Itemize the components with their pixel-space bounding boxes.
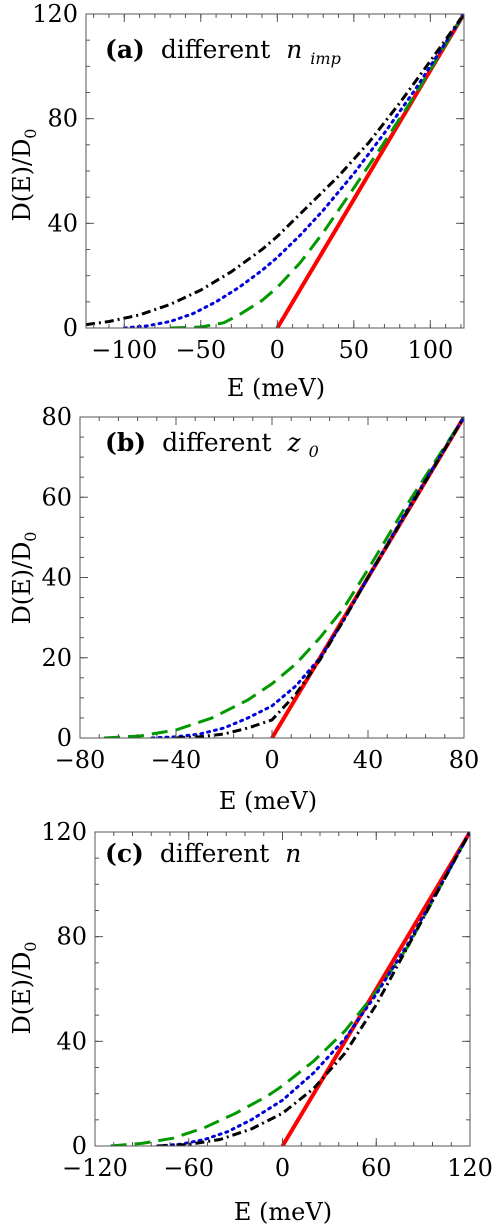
title-symbol: n: [286, 35, 302, 64]
x-tick-label: −40: [151, 746, 202, 774]
panel-title: (c) different n: [105, 839, 301, 868]
panel-label: (b): [105, 428, 146, 457]
series-line-dashdot: [86, 14, 464, 327]
y-tick-label: 60: [41, 483, 72, 511]
title-symbol: n: [285, 839, 301, 868]
series-line-dotted: [150, 417, 464, 738]
y-axis-label-main: D(E)/D: [8, 952, 36, 1035]
title-word: different: [160, 839, 269, 868]
y-axis-label-main: D(E)/D: [8, 542, 36, 625]
x-tick-label: 0: [275, 1154, 290, 1182]
x-tick-label: 80: [449, 746, 480, 774]
title-symbol-sub: imp: [310, 49, 341, 68]
x-axis-label: E (meV): [234, 1198, 332, 1226]
y-tick-label: 0: [57, 724, 72, 752]
title-word: different: [161, 35, 270, 64]
y-axis-label: D(E)/D0: [8, 941, 40, 1034]
x-tick-label: −120: [62, 1154, 128, 1182]
x-tick-label: 50: [339, 336, 370, 364]
series-line-dashed: [103, 417, 464, 738]
y-tick-label: 80: [56, 923, 87, 951]
x-tick-label: 120: [447, 1154, 493, 1182]
x-tick-label: 60: [361, 1154, 392, 1182]
x-tick-label: −60: [163, 1154, 214, 1182]
x-axis-label: E (meV): [227, 374, 325, 402]
title-symbol: z: [287, 428, 302, 457]
panel-a: (a) different n imp E (meV) D(E)/D0 −100…: [8, 0, 465, 402]
panel-c: (c) different n E (meV) D(E)/D0 −120 −60 0…: [8, 818, 493, 1226]
series-line-dotted: [156, 832, 470, 1146]
x-tick-label: 0: [270, 336, 285, 364]
x-tick-label: −50: [175, 336, 226, 364]
y-tick-label: 40: [56, 1027, 87, 1055]
panel-title: (b) different z 0: [105, 428, 319, 461]
y-axis-label: D(E)/D0: [8, 531, 40, 624]
x-tick-label: −80: [55, 746, 106, 774]
y-tick-label: 40: [41, 564, 72, 592]
panel-label: (a): [105, 35, 145, 64]
series-line-dashed: [170, 14, 464, 328]
y-tick-label: 120: [32, 0, 78, 28]
y-tick-label: 0: [72, 1132, 87, 1160]
x-axis-label: E (meV): [219, 787, 317, 815]
panel-title: (a) different n imp: [105, 35, 341, 68]
title-word: different: [162, 428, 271, 457]
x-tick-label: 100: [407, 336, 453, 364]
y-tick-label: 20: [41, 644, 72, 672]
series-line-dashdot: [157, 832, 470, 1146]
series-line-solid: [280, 832, 470, 1146]
y-tick-label: 40: [47, 209, 78, 237]
series-line-dashdot: [175, 417, 464, 738]
plot-frame: [79, 416, 465, 739]
panel-b: (b) different z 0 E (meV) D(E)/D0 −80 −40…: [8, 403, 479, 815]
series-line-dotted: [122, 14, 464, 328]
y-axis-label-sub: 0: [21, 531, 40, 541]
series-line-dashed: [110, 832, 470, 1146]
y-tick-label: 0: [63, 314, 78, 342]
y-axis-label-sub: 0: [21, 941, 40, 951]
panel-label: (c): [105, 839, 144, 868]
y-tick-label: 80: [47, 105, 78, 133]
title-symbol-sub: 0: [309, 442, 319, 461]
y-tick-label: 80: [41, 403, 72, 431]
y-axis-label: D(E)/D0: [8, 128, 40, 221]
x-tick-label: 0: [264, 746, 279, 774]
x-tick-label: −100: [91, 336, 157, 364]
y-axis-label-main: D(E)/D: [8, 139, 36, 222]
y-tick-label: 120: [41, 818, 87, 846]
x-tick-label: 40: [353, 746, 384, 774]
y-axis-label-sub: 0: [21, 128, 40, 138]
